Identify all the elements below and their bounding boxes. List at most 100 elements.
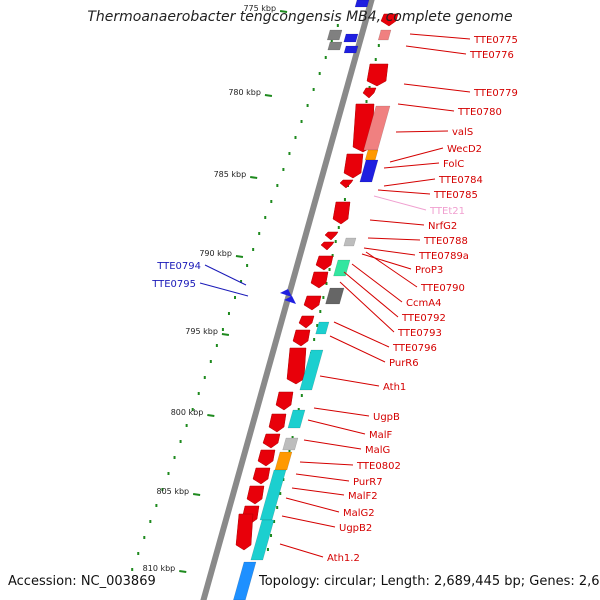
leader-line [319,375,380,387]
leader-line [299,461,354,466]
gene-block [327,41,343,51]
track-dot [291,436,294,439]
track-dot [161,488,164,491]
track-dot [331,254,334,257]
gene-block [315,321,330,335]
gene-label-ugpb: UgpB [373,412,400,423]
leader-line [373,195,427,211]
track-dot [221,328,224,331]
gene-block [282,437,299,451]
leader-line [403,83,471,93]
track-dot [209,360,212,363]
gene-label-ath1: Ath1 [383,382,406,393]
gene-label-purr7: PurR7 [353,477,383,488]
leader-line [397,103,455,112]
gene-label-malf2: MalF2 [348,491,378,502]
track-dot [325,282,328,285]
gene-arrow [324,231,339,241]
gene-arrow [275,391,294,411]
gene-block [343,33,359,43]
gene-label-ath1-2: Ath1.2 [327,553,360,564]
gene-arrow [320,241,335,251]
track-dot [191,408,194,411]
track-dot [319,310,322,313]
gene-label-ttet21: TTEt21 [429,206,465,217]
gene-block [343,45,359,54]
gene-arrow [315,255,334,271]
kbp-tick [279,10,288,13]
track-dot [288,450,291,453]
leader-line [279,543,324,558]
track-dot [368,86,371,89]
leader-line [329,335,386,363]
kbp-tick [221,333,230,336]
gene-label-tte0776: TTE0776 [469,50,514,61]
gene-label-ugpb2: UgpB2 [339,523,372,534]
track-dot [279,492,282,495]
leader-line [343,271,399,318]
gene-arrow [362,87,377,99]
kbp-tick [207,414,215,417]
leader-line [333,321,390,348]
track-dot [270,534,273,537]
track-dot [258,232,261,235]
leader-line [377,189,431,195]
gene-arrow [235,513,254,551]
track-dot [155,504,158,507]
gene-label-folc: FolC [443,159,464,170]
topology-text: Topology: circular; Length: 2,689,445 bp… [259,574,600,589]
gene-arrow [303,295,322,311]
gene-block [354,0,370,8]
leader-line [389,147,444,163]
gene-arrow [257,449,276,467]
gene-block [377,29,392,41]
kbp-label: 800 kbp [171,408,204,417]
leader-line [303,439,362,450]
gene-arrow [339,179,354,189]
gene-label-purr6: PurR6 [389,358,419,369]
track-dot [313,338,316,341]
track-dot [215,344,218,347]
track-dot [328,268,331,271]
track-dot [282,168,285,171]
track-dot [337,226,340,229]
track-dot [234,296,237,299]
track-dot [300,120,303,123]
track-dot [264,216,267,219]
leader-line [307,419,366,435]
kbp-tick [235,255,244,258]
track-dot [343,198,346,201]
accession-text: Accession: NC_003869 [8,574,156,589]
track-dot [252,248,255,251]
track-dot [330,40,333,43]
track-dot [312,88,315,91]
track-dot [266,548,269,551]
track-dot [240,280,243,283]
track-dot [203,376,206,379]
gene-arrow [268,413,287,433]
gene-label-tte0792: TTE0792 [401,313,446,324]
gene-label-tte0796: TTE0796 [392,343,437,354]
gene-block [333,259,351,277]
leader-line [291,487,345,496]
track-dot [270,200,273,203]
leader-line [339,281,395,333]
leader-line [281,515,336,528]
gene-label-malg2: MalG2 [343,508,375,519]
leader-line [383,162,440,169]
track-dot [227,312,230,315]
track-dot [276,184,279,187]
gene-block [250,519,275,561]
track-dot [131,568,134,571]
map-title: Thermoanaerobacter tengcongensis MB4, co… [87,9,513,25]
track-dot [334,240,337,243]
gene-arrow [246,485,265,505]
kbp-label: 790 kbp [199,249,232,258]
gene-label-tte0785: TTE0785 [433,190,478,201]
kbp-tick [179,570,187,573]
leader-line [313,407,370,417]
track-dot [246,264,249,267]
leader-line [367,237,421,241]
